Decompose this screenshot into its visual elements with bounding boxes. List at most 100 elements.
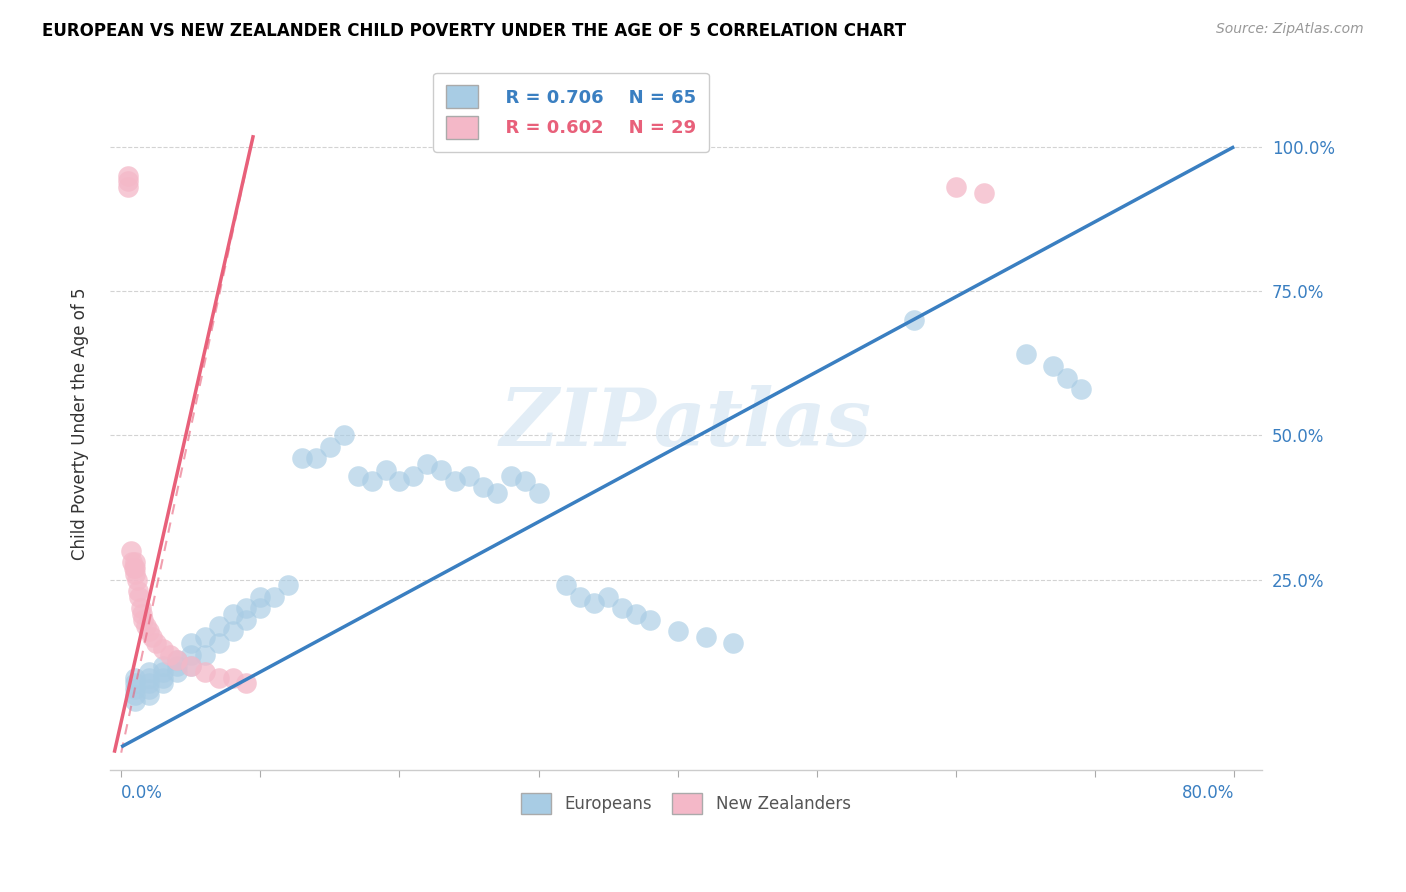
Point [430,463,453,477]
Point [152,659,174,673]
Point [166,653,188,667]
Point [624,607,647,622]
Point [249,590,271,604]
Point [1070,382,1092,396]
Point [638,613,661,627]
Point [402,468,425,483]
Point [166,659,188,673]
Point [1042,359,1064,373]
Point [249,601,271,615]
Point [221,624,243,639]
Point [180,648,202,662]
Text: ZIPatlas: ZIPatlas [501,385,872,462]
Point [117,180,139,194]
Point [152,641,174,656]
Point [194,665,217,679]
Point [194,630,217,644]
Point [166,653,188,667]
Point [1014,347,1036,361]
Point [610,601,633,615]
Point [124,555,146,569]
Point [127,584,149,599]
Point [124,682,146,697]
Point [583,596,606,610]
Point [346,468,368,483]
Point [513,475,536,489]
Point [124,561,146,575]
Point [221,671,243,685]
Point [138,682,160,697]
Point [235,613,257,627]
Point [124,676,146,690]
Point [159,648,181,662]
Point [138,624,160,639]
Point [132,613,155,627]
Point [485,486,508,500]
Point [555,578,578,592]
Point [180,636,202,650]
Point [141,630,163,644]
Y-axis label: Child Poverty Under the Age of 5: Child Poverty Under the Age of 5 [72,287,89,560]
Point [444,475,467,489]
Point [117,174,139,188]
Text: 0.0%: 0.0% [121,784,163,803]
Point [305,451,328,466]
Point [973,186,995,200]
Point [121,555,143,569]
Point [945,180,967,194]
Point [723,636,745,650]
Point [666,624,689,639]
Point [131,607,153,622]
Point [903,313,925,327]
Point [128,590,150,604]
Point [360,475,382,489]
Point [695,630,717,644]
Point [598,590,620,604]
Point [207,618,229,632]
Point [458,468,481,483]
Point [319,440,342,454]
Point [1056,370,1078,384]
Point [194,648,217,662]
Point [124,688,146,702]
Point [333,428,356,442]
Point [388,475,411,489]
Point [527,486,550,500]
Point [152,676,174,690]
Point [138,676,160,690]
Point [166,665,188,679]
Point [235,601,257,615]
Point [145,636,167,650]
Point [122,561,145,575]
Point [235,676,257,690]
Point [180,659,202,673]
Point [416,457,439,471]
Point [120,543,142,558]
Point [207,671,229,685]
Text: Source: ZipAtlas.com: Source: ZipAtlas.com [1216,22,1364,37]
Text: EUROPEAN VS NEW ZEALANDER CHILD POVERTY UNDER THE AGE OF 5 CORRELATION CHART: EUROPEAN VS NEW ZEALANDER CHILD POVERTY … [42,22,907,40]
Point [124,671,146,685]
Point [499,468,522,483]
Point [138,665,160,679]
Point [277,578,299,592]
Point [291,451,314,466]
Point [180,659,202,673]
Point [117,169,139,183]
Point [124,694,146,708]
Point [138,671,160,685]
Point [207,636,229,650]
Point [135,618,157,632]
Point [471,480,494,494]
Point [374,463,396,477]
Text: 80.0%: 80.0% [1182,784,1234,803]
Point [152,671,174,685]
Point [263,590,285,604]
Point [129,601,152,615]
Point [138,688,160,702]
Point [152,665,174,679]
Point [569,590,592,604]
Point [124,566,146,581]
Point [125,573,148,587]
Point [221,607,243,622]
